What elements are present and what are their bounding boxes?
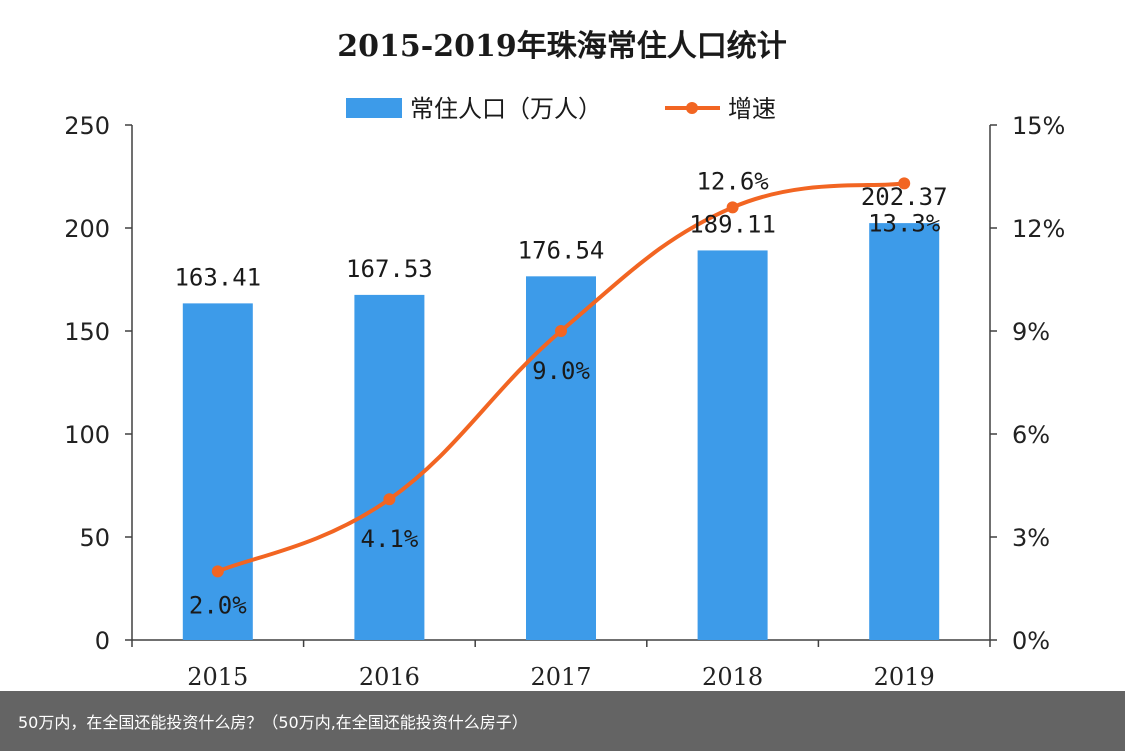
left-tick-label: 0 (95, 627, 110, 655)
growth-point (555, 325, 567, 337)
growth-point (726, 201, 739, 214)
x-tick-label: 2018 (702, 663, 763, 691)
growth-point (383, 493, 396, 506)
legend-bar-swatch (346, 98, 402, 118)
axes: 0 50 100 150 200 250 0% 3% 6% 9% 12% 15% 2015 2016 201… (64, 112, 1065, 691)
growth-line-series (211, 177, 911, 578)
growth-value-label: 2.0% (189, 591, 247, 619)
x-tick-label: 2019 (874, 663, 935, 691)
bar (697, 250, 768, 640)
growth-point (211, 565, 224, 578)
bar-series (182, 223, 940, 640)
right-tick-label: 12% (1012, 215, 1065, 243)
bar-value-label: 202.37 (861, 183, 948, 211)
legend-line-marker (686, 102, 698, 114)
legend: 常住人口（万人） 增速 (346, 95, 776, 123)
growth-value-label: 12.6% (696, 167, 769, 195)
left-tick-label: 50 (79, 524, 110, 552)
bar (182, 303, 253, 640)
legend-line-label: 增速 (728, 95, 776, 123)
growth-point (898, 177, 911, 190)
x-tick-label: 2016 (359, 663, 420, 691)
left-tick-label: 250 (64, 112, 110, 140)
bar-value-label: 176.54 (518, 236, 605, 264)
bar-value-label: 189.11 (689, 210, 776, 238)
left-tick-label: 100 (64, 421, 110, 449)
growth-value-label: 13.3% (868, 209, 941, 237)
right-tick-label: 3% (1012, 524, 1050, 552)
bar (354, 294, 425, 640)
right-tick-label: 9% (1012, 318, 1050, 346)
right-tick-label: 15% (1012, 112, 1065, 140)
bar (869, 223, 940, 640)
left-tick-label: 200 (64, 215, 110, 243)
x-tick-label: 2015 (187, 663, 248, 691)
left-tick-label: 150 (64, 318, 110, 346)
caption-text: 50万内，在全国还能投资什么房？（50万内,在全国还能投资什么房子） (18, 713, 528, 732)
right-tick-label: 0% (1012, 627, 1050, 655)
chart-title: 2015-2019年珠海常住人口统计 (337, 29, 786, 64)
right-tick-label: 6% (1012, 421, 1050, 449)
growth-value-label: 9.0% (532, 357, 590, 385)
caption-bar: 50万内，在全国还能投资什么房？（50万内,在全国还能投资什么房子） (0, 691, 1125, 751)
bar-value-label: 167.53 (346, 255, 433, 283)
growth-value-label: 4.1% (361, 525, 419, 553)
legend-bar-label: 常住人口（万人） (410, 95, 602, 123)
data-labels: 163.41 167.53 176.54 189.11 202.37 2.0% 4.1% 9.… (174, 167, 947, 619)
bar-value-label: 163.41 (174, 263, 261, 291)
x-tick-label: 2017 (530, 663, 591, 691)
